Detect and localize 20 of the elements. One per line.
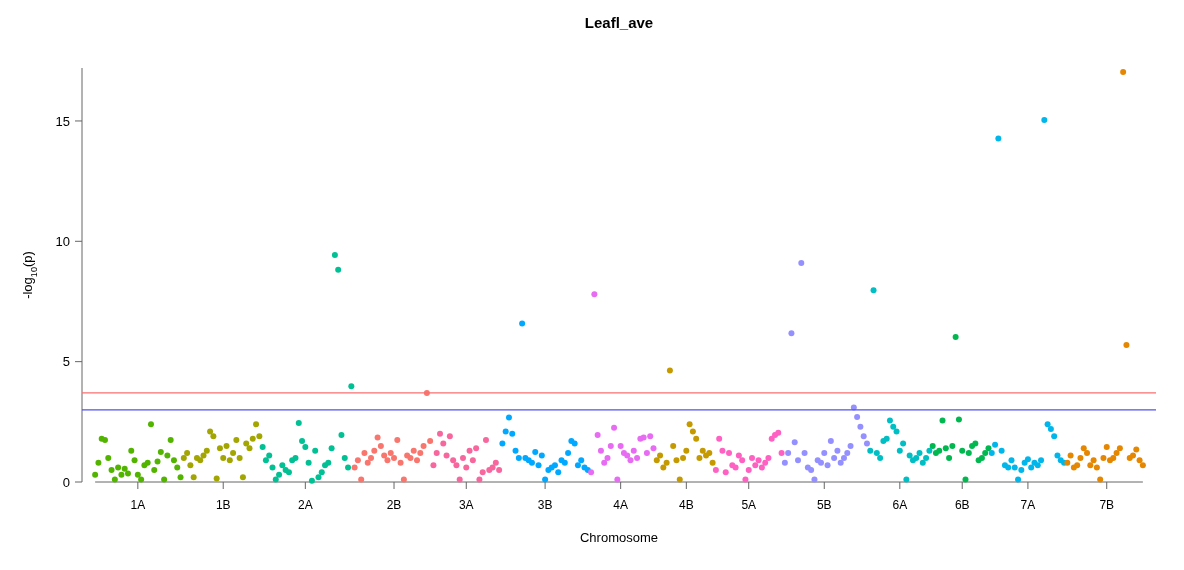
x-tick-label: 7A bbox=[1020, 498, 1036, 512]
x-tick-label: 3A bbox=[458, 498, 474, 512]
x-tick-label: 5B bbox=[816, 498, 832, 512]
x-tick-label: 1B bbox=[215, 498, 231, 512]
x-tick-label: 4B bbox=[678, 498, 694, 512]
x-tick-label: 1A bbox=[130, 498, 146, 512]
x-tick-label: 6B bbox=[954, 498, 970, 512]
x-tick-label: 3B bbox=[537, 498, 553, 512]
x-tick-label: 5A bbox=[741, 498, 757, 512]
x-tick-label: 7B bbox=[1099, 498, 1115, 512]
y-tick-label: 0 bbox=[62, 474, 70, 490]
chart-title: Leafl_ave bbox=[584, 14, 654, 31]
x-tick-label: 2B bbox=[386, 498, 402, 512]
x-tick-label: 4A bbox=[613, 498, 628, 512]
x-tick-label: 6A bbox=[892, 498, 908, 512]
y-tick-label: 5 bbox=[62, 354, 70, 370]
x-axis-title: Chromosome bbox=[579, 530, 659, 545]
y-tick-label: 15 bbox=[55, 113, 70, 129]
y-tick-label: 10 bbox=[55, 233, 70, 249]
x-tick-label: 2A bbox=[298, 498, 313, 512]
